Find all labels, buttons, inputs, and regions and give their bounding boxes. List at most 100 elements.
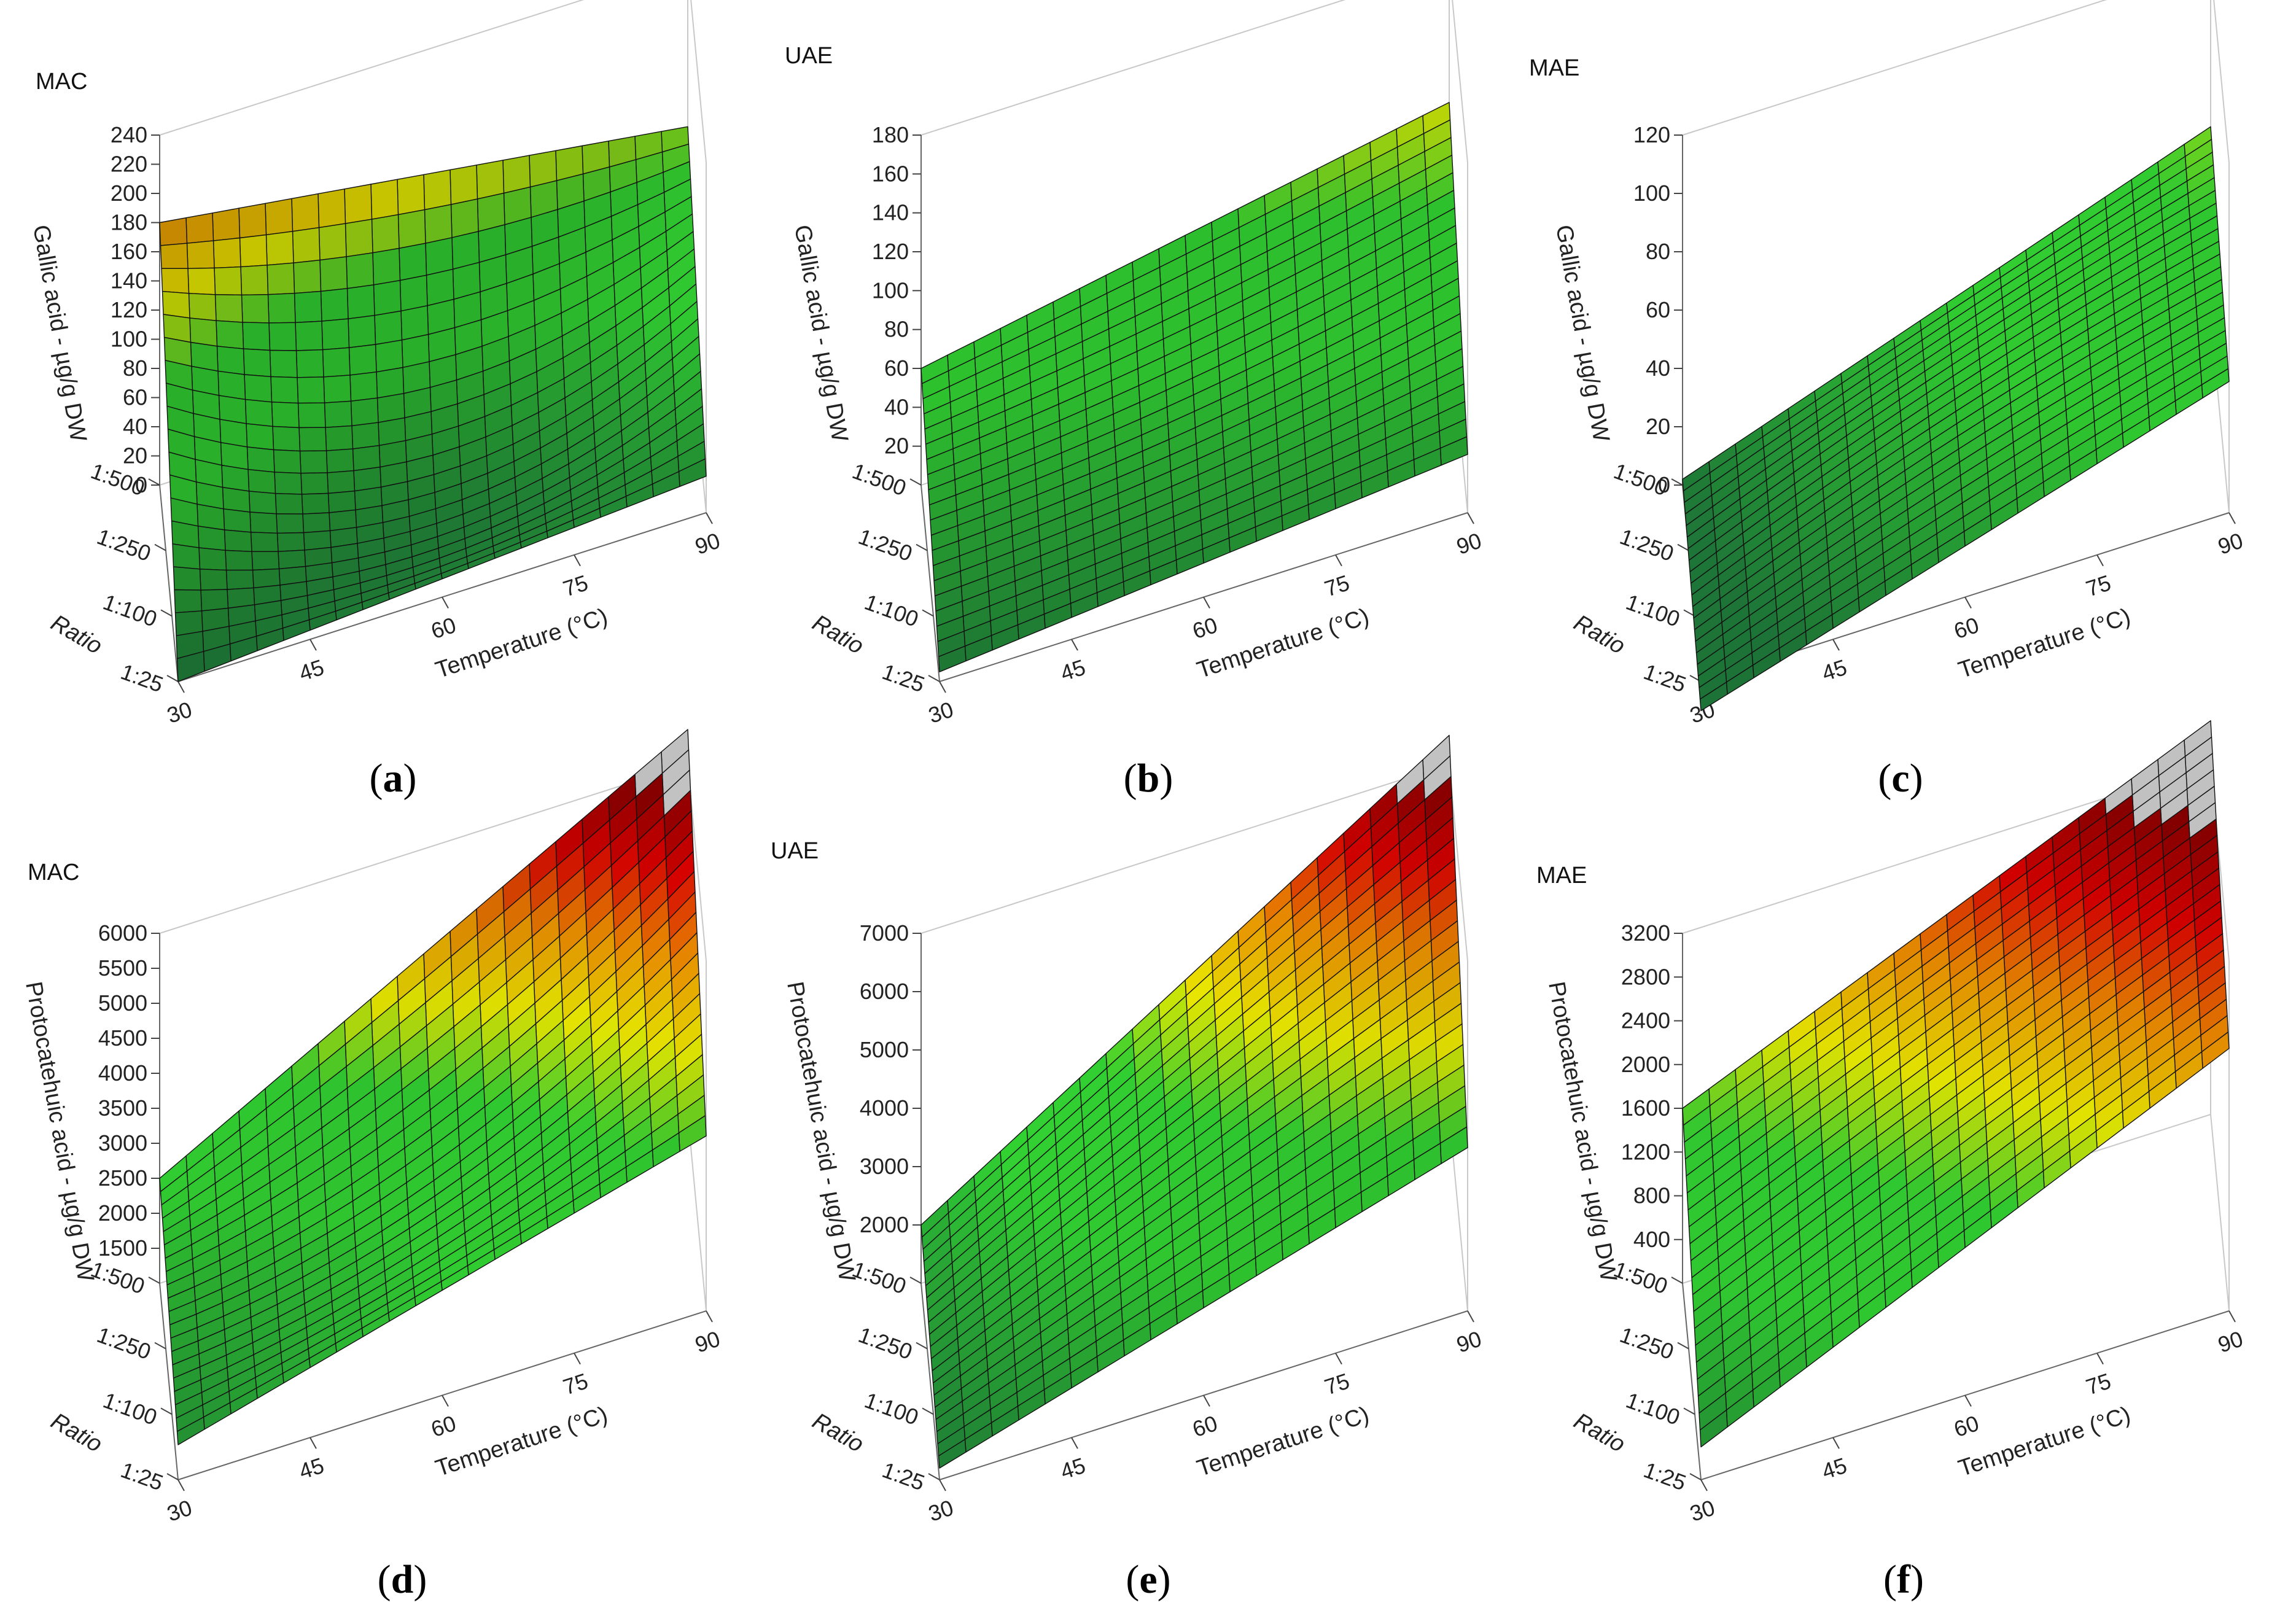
x-tick-label-90: 90 [2215, 1326, 2246, 1357]
surface-cell-a-175 [295, 321, 324, 351]
surface-cell-a-45 [450, 198, 479, 238]
y-tick-label-1-25: 1:25 [879, 1457, 928, 1495]
x-tick-60 [1964, 597, 1972, 608]
x-axis-title: Temperature (°C) [1955, 1402, 2134, 1482]
caption-e: (e) [1126, 1557, 1171, 1602]
surface-cell-a-79 [399, 243, 427, 281]
surface-cell-a-140 [375, 340, 403, 373]
surface-cell-a-365 [197, 526, 226, 551]
x-tick-label-60: 60 [1189, 612, 1221, 643]
x-tick-60 [1203, 597, 1210, 608]
floor-back-right [687, 1114, 707, 1312]
x-tick-label-75: 75 [560, 570, 591, 601]
z-tick-label-5000: 5000 [860, 1037, 909, 1062]
surface-cell-a-139 [348, 315, 376, 348]
z-tick-label-60: 60 [884, 356, 909, 381]
x-tick-label-75: 75 [2083, 570, 2114, 601]
z-tick-label-6000: 6000 [98, 920, 147, 946]
surface-cell-a-105 [373, 280, 402, 316]
y-tick-1:25 [928, 675, 940, 682]
y-tick-1:500 [1671, 478, 1683, 486]
surface-cell-a-251 [298, 427, 327, 452]
x-axis-title: Temperature (°C) [1955, 604, 2134, 683]
y-tick-1:250 [1677, 543, 1689, 551]
surface-c [1682, 126, 2230, 712]
y-tick-1:100 [922, 1407, 934, 1415]
wall-top-right [1452, 0, 1468, 163]
z-tick-label-240: 240 [111, 122, 147, 147]
y-axis-title: Ratio [1570, 610, 1630, 659]
surface-cell-a-136 [265, 231, 294, 266]
wall-top-right [2213, 0, 2230, 163]
surface-cell-a-269 [299, 450, 328, 474]
y-axis-line [920, 484, 940, 682]
surface-cell-a-172 [212, 237, 241, 269]
x-tick-30 [1700, 1479, 1708, 1491]
x-tick-45 [1071, 1437, 1078, 1449]
y-tick-1:500 [1671, 1277, 1683, 1284]
z-tick-label-3000: 3000 [98, 1130, 147, 1156]
z-tick-label-80: 80 [884, 317, 909, 342]
surface-cell-a-240 [297, 402, 326, 429]
y-tick-1:500 [909, 478, 922, 486]
method-label-b: UAE [785, 43, 833, 69]
x-tick-45 [309, 1437, 317, 1449]
surface-cell-a-367 [252, 568, 281, 589]
y-tick-1:500 [148, 478, 160, 486]
z-tick-label-220: 220 [111, 152, 147, 177]
surface-cell-a-55 [397, 174, 426, 216]
surface-cell-a-375 [198, 547, 227, 571]
surface-cell-a-286 [273, 449, 302, 474]
surface-cell-a-288 [327, 491, 356, 513]
x-tick-30 [939, 681, 946, 693]
z-tick-label-20: 20 [884, 433, 909, 459]
y-tick-1:100 [1683, 1407, 1695, 1415]
x-tick-label-90: 90 [692, 527, 723, 559]
surface-cell-a-326 [276, 513, 305, 534]
x-tick-label-75: 75 [560, 1368, 591, 1399]
surface-cell-a-338 [276, 532, 305, 552]
z-tick-label-400: 400 [1633, 1227, 1670, 1252]
x-tick-label-90: 90 [692, 1326, 723, 1357]
surface-cell-a-212 [214, 294, 243, 323]
surface-cell-a-239 [243, 348, 271, 378]
surface-cell-a-196 [159, 217, 188, 246]
surface-cell-a-316 [302, 512, 331, 534]
z-tick-label-2000: 2000 [860, 1212, 909, 1237]
z-tick-label-80: 80 [123, 356, 147, 381]
y-tick-1:500 [909, 1277, 922, 1284]
surface-cell-a-92 [344, 219, 373, 257]
surface-cell-b-399 [938, 645, 967, 672]
surface-cell-a-201 [350, 397, 379, 427]
z-tick-label-4000: 4000 [860, 1095, 909, 1121]
x-tick-label-75: 75 [1321, 570, 1353, 601]
surface-cell-a-372 [225, 569, 254, 590]
surface-cell-a-111 [346, 252, 375, 289]
z-axis-title: Protocatehuic acid - µg/g DW [1543, 980, 1621, 1284]
surface-cell-a-110 [318, 223, 347, 261]
x-tick-75 [574, 554, 581, 567]
y-tick-label-1-250: 1:250 [1617, 1322, 1678, 1364]
z-tick-label-1500: 1500 [98, 1235, 147, 1261]
z-tick-label-140: 140 [111, 268, 147, 293]
y-tick-1:250 [154, 1342, 166, 1350]
surface-cell-c-399 [1699, 682, 1728, 712]
surface-cell-a-122 [319, 256, 348, 292]
z-tick-label-120: 120 [872, 239, 909, 264]
surface-cell-a-211 [187, 267, 216, 295]
method-label-e: UAE [771, 838, 819, 864]
wall-top-right [690, 0, 707, 163]
surface-cell-a-336 [222, 487, 251, 513]
y-axis-line [1682, 1283, 1702, 1480]
y-tick-1:100 [922, 609, 934, 617]
x-tick-45 [1832, 1437, 1840, 1449]
surface-cell-a-266 [217, 370, 246, 400]
x-tick-60 [1964, 1395, 1972, 1407]
surface-cell-a-310 [274, 493, 303, 515]
caption-c: (c) [1878, 756, 1923, 801]
surface-cell-a-153 [212, 208, 241, 241]
surface-cell-a-138 [320, 288, 349, 322]
x-tick-label-30: 30 [925, 696, 957, 728]
x-tick-75 [2096, 554, 2104, 567]
